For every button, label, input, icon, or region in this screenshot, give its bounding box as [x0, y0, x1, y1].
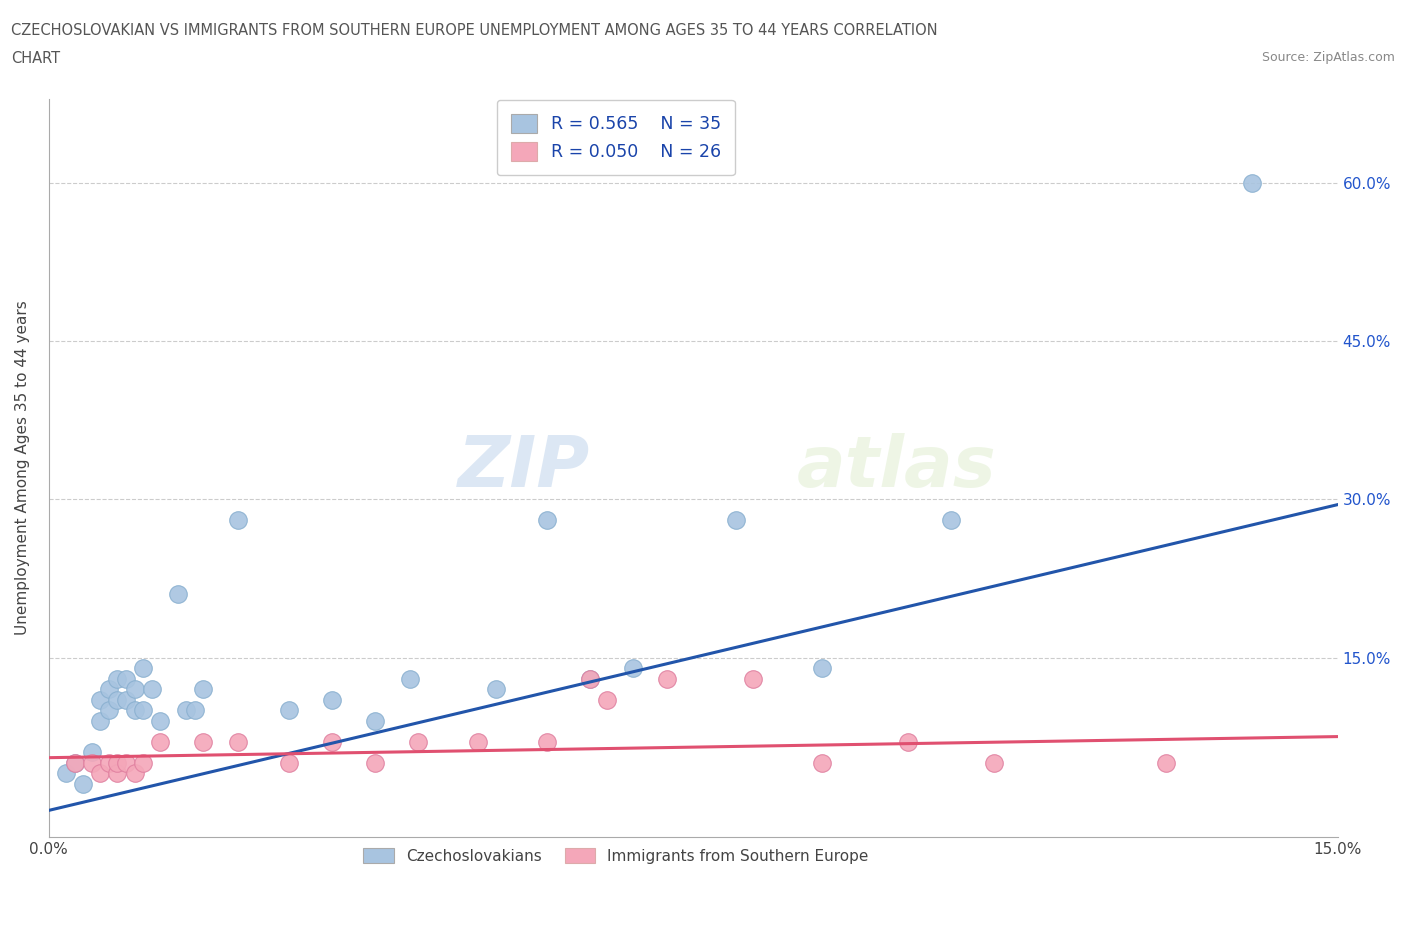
Point — [725, 513, 748, 528]
Point — [97, 682, 120, 697]
Point — [278, 755, 301, 770]
Y-axis label: Unemployment Among Ages 35 to 44 years: Unemployment Among Ages 35 to 44 years — [15, 300, 30, 635]
Point — [149, 713, 172, 728]
Point — [897, 735, 920, 750]
Point — [596, 692, 619, 707]
Point — [536, 513, 558, 528]
Point — [184, 703, 207, 718]
Point — [742, 671, 765, 686]
Point — [132, 703, 155, 718]
Point — [97, 703, 120, 718]
Point — [107, 755, 129, 770]
Point — [321, 735, 343, 750]
Point — [124, 703, 146, 718]
Point — [72, 777, 94, 791]
Point — [115, 755, 138, 770]
Point — [226, 513, 249, 528]
Text: CZECHOSLOVAKIAN VS IMMIGRANTS FROM SOUTHERN EUROPE UNEMPLOYMENT AMONG AGES 35 TO: CZECHOSLOVAKIAN VS IMMIGRANTS FROM SOUTH… — [11, 23, 938, 38]
Point — [132, 660, 155, 675]
Point — [621, 660, 644, 675]
Point — [63, 755, 86, 770]
Point — [467, 735, 489, 750]
Text: ZIP: ZIP — [458, 433, 591, 502]
Point — [193, 682, 215, 697]
Point — [811, 660, 834, 675]
Point — [278, 703, 301, 718]
Point — [141, 682, 163, 697]
Point — [107, 692, 129, 707]
Point — [124, 682, 146, 697]
Point — [107, 766, 129, 781]
Point — [321, 692, 343, 707]
Point — [97, 755, 120, 770]
Point — [115, 692, 138, 707]
Point — [124, 766, 146, 781]
Point — [226, 735, 249, 750]
Point — [398, 671, 420, 686]
Point — [80, 745, 103, 760]
Point — [89, 713, 111, 728]
Point — [364, 755, 387, 770]
Point — [132, 755, 155, 770]
Point — [89, 692, 111, 707]
Point — [811, 755, 834, 770]
Point — [149, 735, 172, 750]
Point — [579, 671, 602, 686]
Point — [63, 755, 86, 770]
Point — [174, 703, 197, 718]
Point — [579, 671, 602, 686]
Text: CHART: CHART — [11, 51, 60, 66]
Point — [364, 713, 387, 728]
Legend: Czechoslovakians, Immigrants from Southern Europe: Czechoslovakians, Immigrants from Southe… — [357, 842, 875, 870]
Point — [536, 735, 558, 750]
Point — [166, 587, 188, 602]
Point — [1240, 176, 1263, 191]
Point — [484, 682, 506, 697]
Point — [657, 671, 679, 686]
Point — [1154, 755, 1177, 770]
Point — [983, 755, 1005, 770]
Point — [107, 671, 129, 686]
Text: Source: ZipAtlas.com: Source: ZipAtlas.com — [1261, 51, 1395, 64]
Point — [939, 513, 962, 528]
Point — [55, 766, 77, 781]
Text: atlas: atlas — [796, 433, 995, 502]
Point — [193, 735, 215, 750]
Point — [406, 735, 429, 750]
Point — [115, 671, 138, 686]
Point — [80, 755, 103, 770]
Point — [89, 766, 111, 781]
